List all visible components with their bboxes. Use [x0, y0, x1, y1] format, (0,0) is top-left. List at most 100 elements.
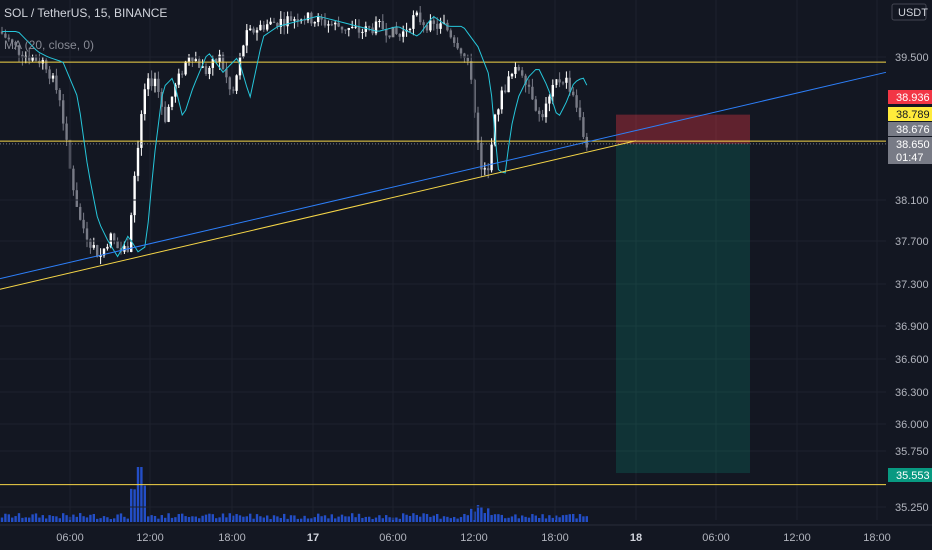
- candle-body: [21, 54, 24, 58]
- price-tick-label: 39.500: [895, 52, 929, 64]
- candle-body: [402, 31, 405, 37]
- volume-bar: [286, 518, 289, 522]
- volume-bar: [153, 515, 157, 522]
- candle-body: [143, 89, 146, 115]
- candle-body: [201, 66, 204, 68]
- candle-body: [453, 37, 456, 43]
- volume-bar: [456, 518, 459, 522]
- volume-bar: [347, 516, 350, 522]
- candle-body: [490, 144, 493, 171]
- volume-bar: [405, 514, 408, 522]
- candle-body: [187, 57, 191, 62]
- volume-bar: [585, 516, 588, 522]
- candle-body: [504, 90, 507, 93]
- volume-bar: [24, 517, 27, 522]
- volume-bar: [351, 513, 354, 522]
- candle-body: [31, 57, 34, 61]
- volume-bar: [317, 513, 320, 522]
- candle-body: [153, 78, 157, 87]
- candle-body: [561, 82, 565, 84]
- price-tag-label: 38.650: [896, 139, 930, 151]
- candle-body: [225, 69, 228, 78]
- volume-bar: [82, 516, 85, 522]
- candle-body: [558, 79, 561, 83]
- price-tick-label: 36.900: [895, 321, 929, 333]
- candle-body: [194, 59, 197, 61]
- volume-bar: [582, 516, 585, 522]
- volume-bar: [187, 517, 191, 522]
- volume-bar: [442, 516, 446, 522]
- volume-bar: [463, 513, 466, 522]
- volume-bar: [483, 513, 486, 522]
- volume-bar: [408, 515, 412, 522]
- candle-body: [167, 106, 170, 122]
- candle-body: [408, 28, 412, 30]
- volume-bar: [378, 515, 381, 522]
- volume-bar: [476, 505, 480, 522]
- candle-body: [378, 21, 381, 23]
- candle-body: [65, 123, 68, 140]
- time-tick-label: 18:00: [218, 532, 246, 544]
- candle-body: [289, 16, 293, 21]
- candle-body: [55, 75, 58, 91]
- volume-bar: [89, 514, 92, 522]
- volume-bar: [140, 467, 143, 522]
- price-tick-label: 37.300: [895, 279, 929, 291]
- candle-body: [480, 142, 483, 170]
- candle-body: [514, 66, 517, 74]
- price-tag-label: 35.553: [896, 470, 930, 482]
- volume-bar: [181, 513, 184, 522]
- volume-bar: [167, 513, 170, 522]
- candle-body: [432, 20, 435, 24]
- volume-bar: [344, 516, 347, 522]
- candle-body: [565, 77, 568, 83]
- candle-body: [72, 168, 75, 191]
- candle-body: [374, 21, 378, 34]
- candle-body: [313, 22, 316, 24]
- candle-body: [541, 114, 544, 118]
- volume-bar: [541, 514, 544, 522]
- volume-bar: [487, 508, 490, 522]
- volume-bar: [62, 513, 65, 522]
- volume-bar: [0, 517, 4, 522]
- candle-body: [272, 21, 276, 23]
- candle-body: [279, 18, 282, 27]
- volume-bar: [228, 513, 231, 522]
- volume-bar: [480, 507, 483, 522]
- volume-bar: [164, 517, 167, 522]
- volume-bar: [470, 508, 473, 522]
- candle-body: [317, 16, 320, 23]
- volume-bar: [357, 513, 361, 522]
- candle-body: [255, 30, 259, 33]
- candle-body: [293, 19, 296, 21]
- candle-body: [228, 77, 231, 90]
- volume-bar: [385, 515, 388, 522]
- candle-body: [232, 89, 235, 91]
- price-tick-label: 35.250: [895, 502, 929, 514]
- volume-bar: [551, 517, 554, 522]
- volume-bar: [116, 514, 119, 522]
- candle-body: [487, 168, 490, 171]
- candle-body: [354, 26, 357, 28]
- trend-line-blue: [0, 71, 887, 280]
- candle-body: [446, 22, 449, 31]
- price-tick-label: 37.700: [895, 236, 929, 248]
- time-axis[interactable]: 06:00 12:00 18:00 17 06:00 12:00 18:00 18 06:00 1…: [0, 524, 932, 544]
- candle-body: [381, 21, 384, 30]
- volume-bar: [436, 513, 439, 522]
- volume-bar: [381, 518, 384, 522]
- volume-bar: [334, 518, 337, 522]
- volume-bar: [119, 513, 123, 522]
- time-tick-label: 18:00: [541, 532, 569, 544]
- volume-bar: [534, 515, 537, 522]
- candle-body: [62, 100, 65, 124]
- volume-bar: [238, 515, 242, 522]
- price-tag: [888, 107, 932, 121]
- volume-bar: [157, 518, 160, 522]
- candle-body: [483, 168, 486, 170]
- price-axis[interactable]: 39.500 38.100 37.700 37.300 36.900 36.600 36.3…: [886, 0, 932, 550]
- volume-bar: [517, 518, 520, 522]
- volume-bar: [303, 515, 306, 522]
- candle-body: [79, 206, 82, 220]
